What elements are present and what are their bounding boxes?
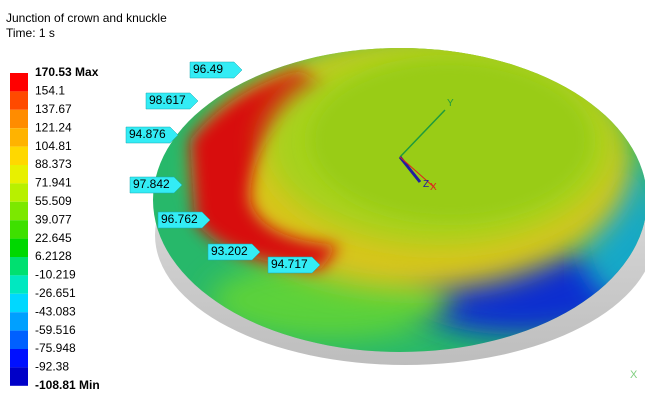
probe-label: 97.842 bbox=[133, 177, 170, 191]
legend-label: 137.67 bbox=[35, 102, 72, 116]
probe-label: 96.762 bbox=[161, 212, 198, 226]
probe-label: 96.49 bbox=[193, 62, 223, 76]
legend-label: -108.81 Min bbox=[35, 378, 100, 392]
axis-x: X bbox=[430, 182, 437, 193]
legend-swatch bbox=[10, 331, 28, 349]
legend-swatch bbox=[10, 349, 28, 367]
legend-swatch bbox=[10, 220, 28, 238]
screenshot: Y Z X X 170.53 Max 154.1 137.67 121.24 104.8… bbox=[0, 0, 645, 401]
legend-label: -92.38 bbox=[35, 360, 69, 374]
legend-label: -43.083 bbox=[35, 304, 76, 318]
probe-label: 93.202 bbox=[211, 244, 248, 258]
viewport: Y Z X X 170.53 Max 154.1 137.67 121.24 104.8… bbox=[0, 0, 645, 401]
legend-label: -75.948 bbox=[35, 341, 76, 355]
legend-swatch bbox=[10, 367, 28, 385]
legend-label: 6.2128 bbox=[35, 249, 72, 263]
legend-swatch bbox=[10, 257, 28, 275]
title: Junction of crown and knuckle bbox=[6, 11, 167, 25]
legend-swatch bbox=[10, 73, 28, 91]
legend-swatch bbox=[10, 147, 28, 165]
time: Time: 1 s bbox=[6, 26, 55, 40]
legend-label: -10.219 bbox=[35, 268, 76, 282]
legend-label: 71.941 bbox=[35, 176, 72, 190]
legend-label: 104.81 bbox=[35, 139, 72, 153]
legend-swatch bbox=[10, 294, 28, 312]
probe-label: 94.717 bbox=[271, 257, 308, 271]
legend-swatch bbox=[10, 165, 28, 183]
probe-label: 94.876 bbox=[129, 127, 166, 141]
corner-axis: X bbox=[630, 369, 638, 381]
probe-label: 98.617 bbox=[149, 93, 186, 107]
legend-label: 170.53 Max bbox=[35, 65, 99, 79]
legend-swatch bbox=[10, 128, 28, 146]
legend-swatch bbox=[10, 239, 28, 257]
legend-swatch bbox=[10, 275, 28, 293]
legend-label: 154.1 bbox=[35, 84, 65, 98]
axis-z: Z bbox=[423, 179, 429, 190]
legend-label: 55.509 bbox=[35, 194, 72, 208]
legend-label: 22.645 bbox=[35, 231, 72, 245]
legend-swatch bbox=[10, 183, 28, 201]
legend-label: -26.651 bbox=[35, 286, 76, 300]
legend-label: 121.24 bbox=[35, 120, 72, 134]
legend-label: 88.373 bbox=[35, 157, 72, 171]
legend-label: -59.516 bbox=[35, 323, 76, 337]
legend-swatch bbox=[10, 202, 28, 220]
legend-swatch bbox=[10, 110, 28, 128]
legend-label: 39.077 bbox=[35, 212, 72, 226]
legend: 170.53 Max 154.1 137.67 121.24 104.81 88.373 7… bbox=[10, 65, 100, 392]
legend-swatch bbox=[10, 91, 28, 109]
axis-y: Y bbox=[447, 98, 454, 109]
legend-swatch bbox=[10, 312, 28, 330]
